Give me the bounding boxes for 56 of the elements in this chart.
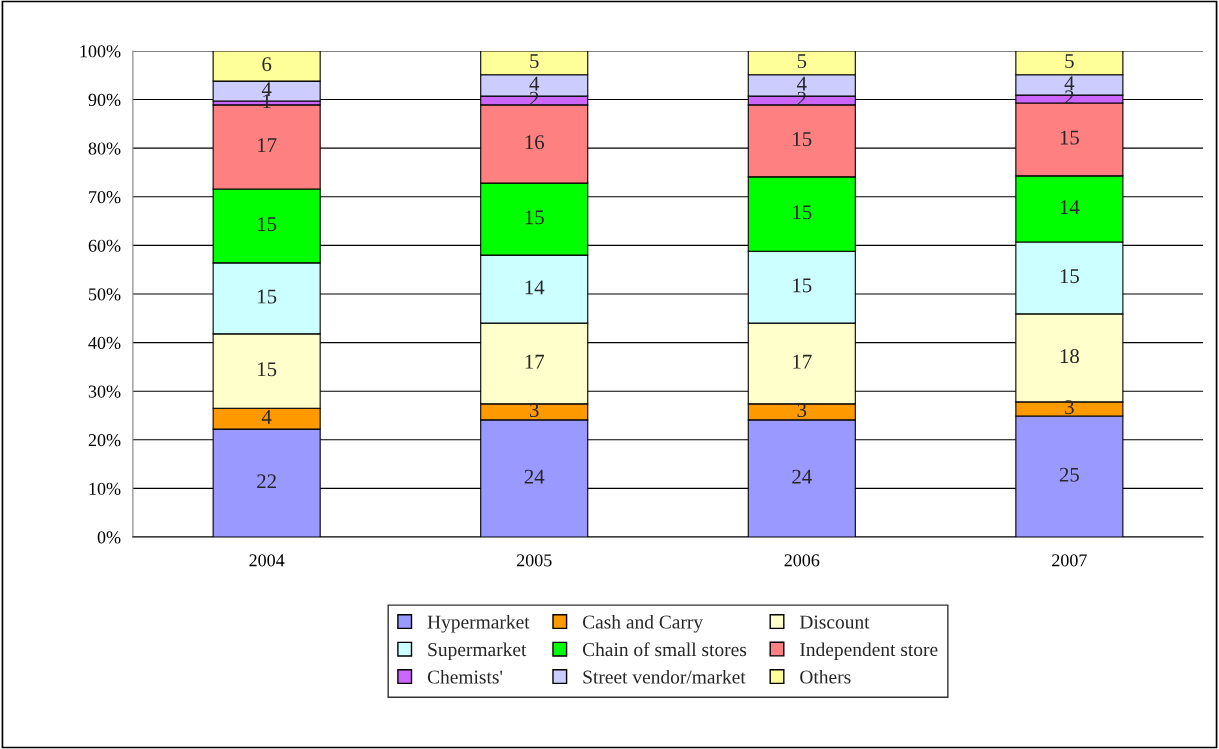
y-tick-label: 60%	[88, 239, 121, 252]
data-label: 14	[1060, 200, 1080, 214]
x-tick-label: 2007	[1052, 554, 1087, 567]
data-label: 5	[530, 54, 539, 69]
legend-label: Independent store	[800, 642, 938, 661]
y-tick-label: 100%	[80, 45, 121, 58]
y-tick-label: 20%	[88, 434, 121, 447]
data-label: 15	[258, 289, 277, 304]
data-label: 22	[257, 474, 276, 489]
legend-label: Others	[800, 669, 851, 684]
data-label: 4	[529, 76, 540, 91]
data-label: 16	[525, 135, 545, 150]
legend-label: Supermarket	[428, 642, 527, 661]
data-label: 4	[261, 409, 272, 424]
data-label: 5	[797, 54, 807, 69]
data-label: 17	[525, 354, 545, 369]
legend-label: Chemists'	[427, 669, 503, 684]
data-label: 15	[1060, 130, 1079, 145]
data-label: 4	[261, 82, 272, 97]
data-label: 4	[1064, 76, 1075, 90]
data-label: 3	[1065, 400, 1074, 415]
data-label: 15	[793, 278, 812, 293]
x-tick-label: 2006	[784, 554, 820, 567]
data-label: 4	[797, 76, 807, 91]
legend-label: Chain of small stores	[582, 642, 747, 657]
data-label: 14	[525, 280, 545, 295]
data-label: 5	[1065, 54, 1074, 69]
data-label: 18	[1060, 349, 1079, 364]
y-tick-label: 0%	[97, 531, 121, 544]
legend-label: Street vendor/market	[583, 669, 746, 684]
y-tick-label: 30%	[88, 385, 121, 398]
y-tick-label: 70%	[89, 191, 121, 204]
data-label: 17	[793, 354, 812, 369]
data-label: 15	[1060, 269, 1079, 284]
data-label: 24	[792, 469, 812, 484]
data-label: 15	[793, 205, 812, 220]
data-label: 15	[793, 132, 812, 147]
y-tick-label: 40%	[88, 336, 121, 350]
data-label: 3	[797, 403, 807, 418]
data-label: 17	[258, 138, 277, 152]
y-tick-label: 50%	[89, 288, 121, 301]
legend-label: Hypermarket	[427, 614, 530, 633]
data-label: 24	[524, 469, 545, 484]
legend-label: Discount	[799, 615, 870, 629]
legend-label: Cash and Carry	[582, 614, 704, 633]
data-label: 6	[262, 57, 272, 72]
data-label: 25	[1059, 467, 1079, 482]
data-label: 15	[525, 210, 544, 225]
y-tick-label: 80%	[88, 142, 121, 155]
data-label: 15	[258, 217, 277, 232]
y-tick-label: 90%	[88, 93, 121, 107]
y-tick-label: 10%	[89, 482, 121, 495]
data-label: 3	[530, 403, 539, 418]
x-tick-label: 2005	[516, 554, 552, 567]
x-tick-label: 2004	[249, 554, 285, 567]
data-label: 15	[258, 362, 277, 377]
